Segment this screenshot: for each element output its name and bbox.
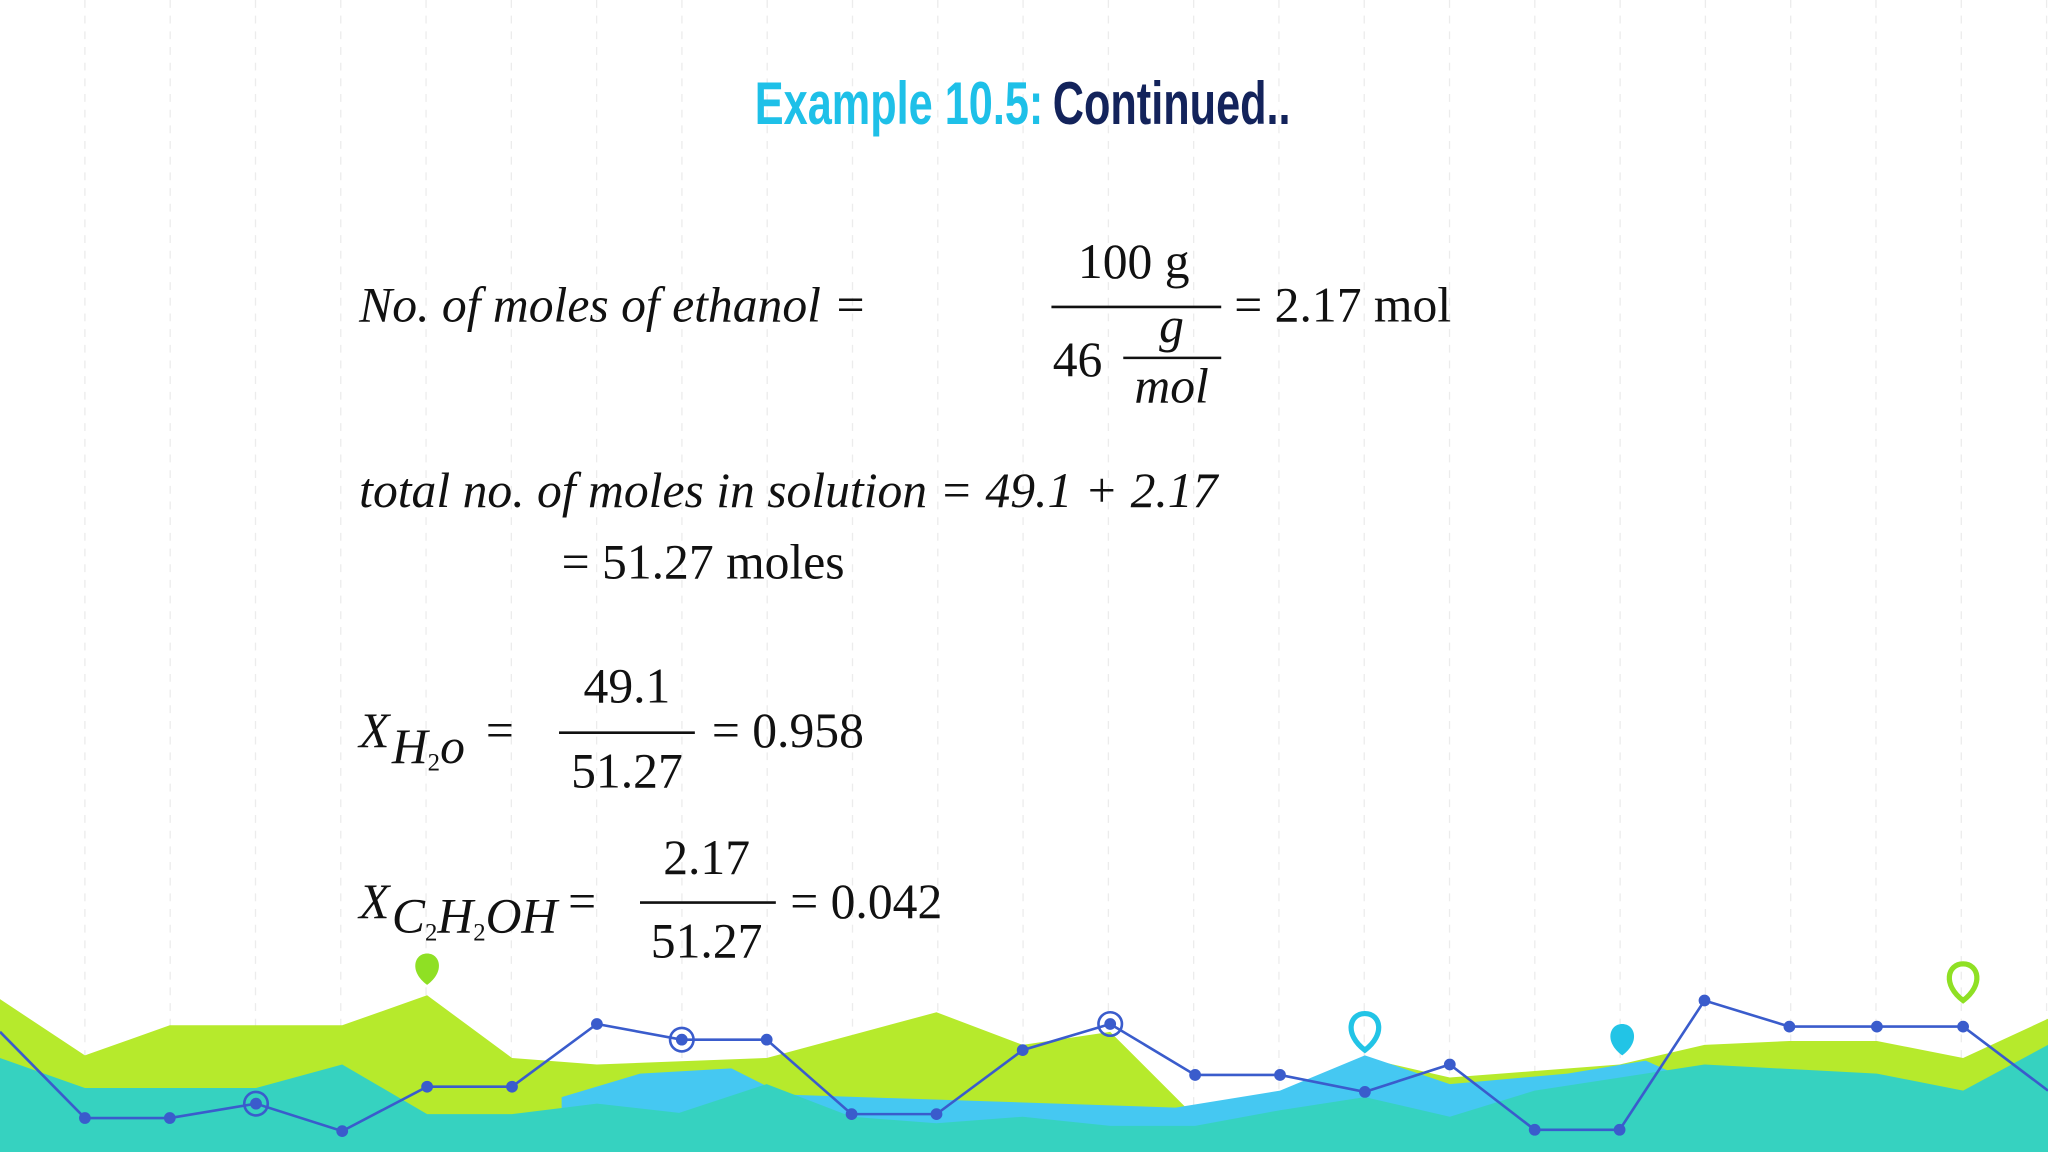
pin <box>1348 1010 1382 1054</box>
footer-decoration <box>0 953 2048 1152</box>
dot <box>1613 1123 1626 1136</box>
dot <box>1698 994 1711 1007</box>
dot <box>421 1080 433 1093</box>
unit-denominator: mol <box>1134 358 1208 413</box>
ring <box>668 1026 695 1053</box>
dot <box>250 1097 262 1110</box>
dot <box>163 1112 176 1124</box>
dot <box>1957 1020 1969 1033</box>
ring <box>1097 1010 1124 1038</box>
title-prefix: Example 10.5: <box>755 71 1044 138</box>
title-rest: Continued.. <box>1053 71 1291 138</box>
dot <box>1104 1018 1117 1030</box>
dot <box>1274 1069 1286 1081</box>
equation-rhs: = 0.958 <box>712 703 864 758</box>
dot <box>760 1033 773 1046</box>
numerator: 49.1 <box>584 659 671 714</box>
dot <box>1016 1044 1029 1056</box>
equation-rhs: = 0.042 <box>790 874 942 929</box>
trend-dots <box>79 994 1969 1137</box>
unit-numerator: g <box>1159 298 1184 353</box>
equation-rhs: = 2.17 mol <box>1234 277 1451 332</box>
denominator: 46 <box>1053 332 1103 387</box>
dot <box>1783 1020 1796 1033</box>
denominator: 51.27 <box>571 744 683 799</box>
dot <box>1189 1069 1201 1081</box>
dot <box>1443 1058 1456 1071</box>
dot <box>930 1108 943 1120</box>
background-grid <box>84 0 2048 1152</box>
equation-line: total no. of moles in solution = 49.1 + … <box>359 463 1219 518</box>
numerator: 100 g <box>1078 234 1190 289</box>
dot <box>1359 1086 1371 1098</box>
subscript-text: C <box>392 889 426 944</box>
equation-lhs: No. of moles of ethanol = <box>358 277 867 332</box>
ring <box>242 1090 270 1117</box>
dot <box>591 1018 603 1030</box>
equation-line: = 51.27 moles <box>562 535 845 590</box>
equals: = <box>568 874 596 929</box>
subscript-text: H <box>436 889 476 944</box>
numerator: 2.17 <box>663 830 750 885</box>
subscript-index: 2 <box>428 750 440 777</box>
pin <box>1610 1024 1635 1056</box>
subscript-index: 2 <box>425 919 437 946</box>
dot <box>845 1108 858 1120</box>
subscript-text: OH <box>486 889 561 944</box>
symbol: X <box>357 874 391 929</box>
subscript: H2o <box>391 719 465 777</box>
pin <box>415 953 439 985</box>
symbol: X <box>357 703 391 758</box>
slide-title: Example 10.5: Continued.. <box>755 71 1291 138</box>
equals: = <box>486 703 514 758</box>
denominator: 51.27 <box>651 913 763 968</box>
dot <box>1528 1123 1541 1136</box>
subscript-index: 2 <box>473 919 485 946</box>
dot <box>675 1033 688 1046</box>
subscript-text: o <box>440 719 465 774</box>
dot <box>1871 1020 1883 1033</box>
subscript-text: H <box>391 719 431 774</box>
dot <box>336 1125 349 1137</box>
dot <box>506 1080 518 1093</box>
pin <box>1946 961 1980 1004</box>
subscript: C2H2OH <box>392 889 561 947</box>
dot <box>79 1112 91 1124</box>
